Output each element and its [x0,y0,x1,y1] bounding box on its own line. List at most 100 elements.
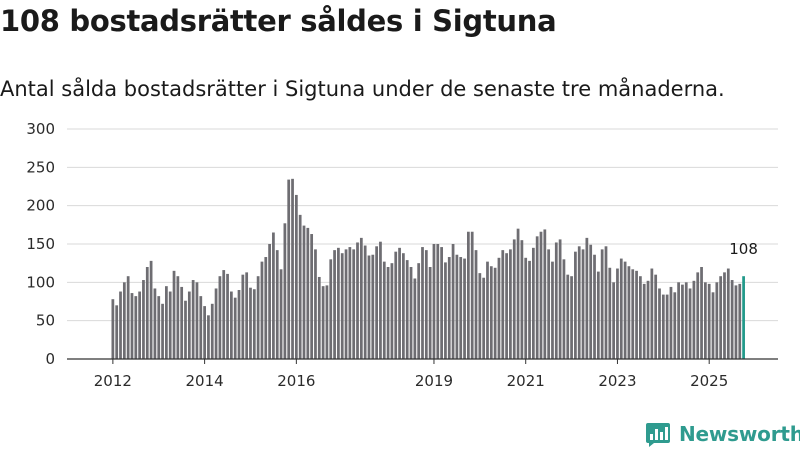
bar [260,261,264,359]
bar [264,257,268,359]
bar [486,261,489,359]
bar [432,244,436,359]
newsworthy-brand[interactable]: Newsworthy [645,420,800,448]
x-tick-label: 2025 [690,372,728,390]
x-tick-label: 2014 [186,372,224,390]
bar [306,227,310,359]
bar [455,254,459,359]
bar [352,249,356,359]
x-tick-label: 2019 [415,372,453,390]
bar [321,286,325,359]
bar [379,241,382,359]
bar [734,285,738,359]
x-tick-label: 2023 [598,372,636,390]
bar [520,240,524,359]
bar [157,296,161,359]
bar [294,194,298,359]
bar [589,244,593,359]
y-axis-labels: 0 50 100 150 200 250 300 [26,120,55,368]
bar [547,249,551,359]
x-tick-label: 2016 [277,372,315,390]
bar [130,293,134,359]
bar [635,270,638,359]
bar [176,276,180,359]
bar [168,291,172,359]
bar [371,254,375,359]
bar [566,274,570,359]
bar [394,251,398,359]
bar [493,267,497,359]
x-tick-label: 2021 [507,372,545,390]
bar [122,282,126,359]
bar [386,267,390,359]
highlight-value-label: 108 [729,240,758,258]
bar [191,280,195,359]
bar [738,283,742,359]
bar [279,269,283,359]
bar [424,250,428,359]
bar [470,231,474,359]
bar [382,261,386,359]
bar [161,303,164,359]
bar [199,296,203,359]
bar [229,291,233,359]
bar [272,232,275,359]
bar [165,286,168,359]
bar [535,236,539,359]
bar [428,267,432,359]
bar [608,267,612,359]
bar [512,239,516,359]
bar [283,223,287,359]
bar [463,258,466,359]
bars [111,178,745,359]
bar [669,286,673,359]
bar [440,247,443,359]
chart-subtitle: Antal sålda bostadsrätter i Sigtuna unde… [0,77,725,101]
bar [119,291,122,359]
bar [302,225,306,359]
bar [562,259,566,359]
bar [570,276,573,359]
bar [149,260,153,359]
bar [715,282,719,359]
bar [596,271,600,359]
bar [474,250,478,359]
bar [646,280,650,359]
bar [661,294,665,359]
x-tick-label: 2012 [94,372,132,390]
bar [719,276,723,359]
bar [451,244,455,359]
bar [138,291,141,359]
bar [577,246,581,359]
bar [516,228,520,359]
bar [665,294,669,359]
bar [703,282,707,359]
y-tick-label: 250 [26,158,55,176]
bar [558,239,562,359]
bar [531,247,535,359]
bar [344,249,348,359]
bar [348,247,352,359]
bar [363,245,367,359]
bar [524,257,528,359]
bar [237,290,241,359]
bar [505,253,508,359]
bar [585,237,589,359]
bar [226,273,229,359]
bar [692,280,696,359]
bar [723,272,726,359]
bar [497,257,501,359]
y-tick-label: 200 [26,197,55,215]
bar [195,282,199,359]
bar [402,253,405,359]
bar [673,292,677,359]
bar [287,179,291,359]
bar [249,287,252,359]
bar [375,246,378,359]
bar [409,267,413,359]
bar [218,276,222,359]
bar [233,297,237,359]
bar [153,288,157,359]
bar [256,276,260,359]
